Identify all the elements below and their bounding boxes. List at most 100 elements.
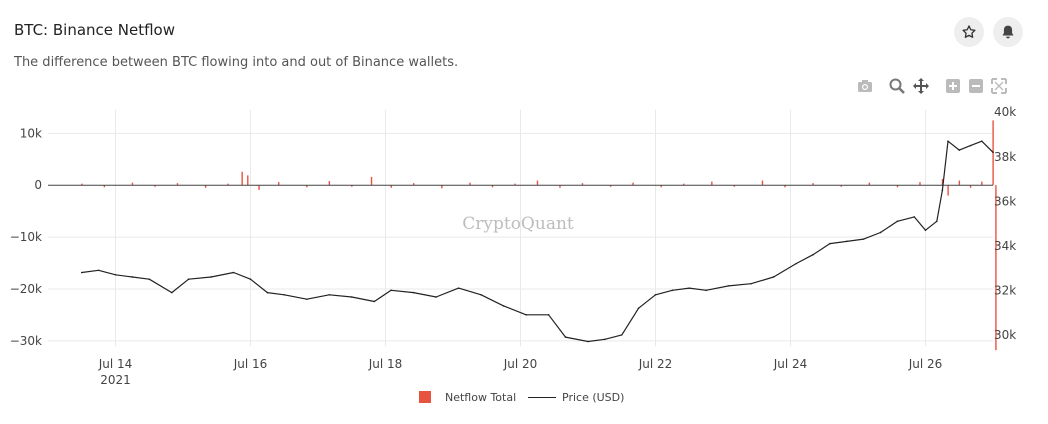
price-point xyxy=(862,238,865,240)
netflow-bar xyxy=(154,185,156,187)
price-point xyxy=(604,338,606,341)
left-axis-ticks: 10k 0 −10k −20k −30k xyxy=(10,126,42,347)
price-point xyxy=(727,285,730,287)
netflow-bar xyxy=(711,181,713,186)
price-point xyxy=(412,291,415,294)
netflow-bar xyxy=(81,183,83,186)
netflow-bar xyxy=(469,182,471,186)
price-point xyxy=(941,189,944,191)
zoom-in-button[interactable] xyxy=(944,77,962,95)
price-point xyxy=(232,271,235,274)
right-tick-label: 30k xyxy=(994,328,1016,342)
netflow-bar xyxy=(278,182,280,186)
netflow-bar xyxy=(660,185,662,188)
x-tick-label: Jul 14 xyxy=(98,357,133,371)
left-tick-label: 10k xyxy=(20,126,42,140)
netflow-bars xyxy=(81,120,997,351)
netflow-bar xyxy=(609,185,612,187)
legend-price-usd[interactable]: Price (USD) xyxy=(528,387,624,407)
pan-icon xyxy=(913,78,929,94)
netflow-bar xyxy=(176,183,179,186)
legend-netflow-total[interactable]: Netflow Total xyxy=(419,387,516,407)
download-plot-button[interactable] xyxy=(856,77,874,95)
netflow-bar xyxy=(413,183,415,186)
price-point xyxy=(705,289,707,292)
price-point xyxy=(97,269,100,272)
netflow-bar xyxy=(258,185,260,190)
price-point xyxy=(249,278,252,281)
price-point xyxy=(992,151,994,154)
price-point xyxy=(350,296,353,298)
legend-swatch-netflow xyxy=(419,391,431,403)
camera-icon xyxy=(858,80,872,92)
netflow-bar xyxy=(868,182,871,186)
netflow-bar xyxy=(247,175,249,186)
price-point xyxy=(547,314,550,316)
netflow-bar xyxy=(840,185,842,187)
price-point xyxy=(772,276,775,278)
alert-button[interactable] xyxy=(993,17,1023,47)
netflow-bar xyxy=(351,185,353,187)
netflow-bar xyxy=(241,171,243,186)
price-point xyxy=(587,340,589,343)
price-point xyxy=(457,287,460,289)
bell-icon xyxy=(1002,25,1014,39)
netflow-bar xyxy=(683,183,685,186)
x-tick-label: Jul 22 xyxy=(638,357,673,371)
price-point xyxy=(620,334,623,336)
price-point xyxy=(935,220,938,223)
right-tick-label: 38k xyxy=(994,150,1016,164)
price-point xyxy=(328,293,331,296)
chart-subtitle: The difference between BTC flowing into … xyxy=(14,55,459,70)
left-tick-label: −30k xyxy=(10,334,42,348)
autoscale-button[interactable] xyxy=(990,77,1008,95)
netflow-bar xyxy=(981,181,983,186)
x-tick-label: Jul 18 xyxy=(368,357,403,371)
netflow-bar xyxy=(632,182,634,186)
netflow-bar xyxy=(812,183,814,186)
price-point xyxy=(913,216,916,218)
price-point xyxy=(170,291,173,294)
netflow-bar xyxy=(941,178,944,186)
price-point xyxy=(187,278,190,281)
price-point xyxy=(525,314,527,316)
price-point xyxy=(924,229,927,232)
netflow-bar xyxy=(733,185,736,187)
x-tick-label: Jul 16 xyxy=(233,357,268,371)
right-tick-label: 34k xyxy=(994,239,1016,253)
price-point xyxy=(114,273,117,276)
price-point xyxy=(148,278,151,281)
price-point xyxy=(502,305,505,307)
netflow-bar xyxy=(919,182,921,186)
price-point xyxy=(305,298,308,301)
zoom-button[interactable] xyxy=(888,77,906,95)
netflow-bar xyxy=(103,185,106,188)
price-point xyxy=(654,293,657,296)
netflow-bar xyxy=(491,185,494,188)
netflow-bar xyxy=(559,185,561,188)
pan-button[interactable] xyxy=(912,77,930,95)
x-tick-sublabel: 2021 xyxy=(100,373,131,387)
price-point xyxy=(812,253,814,256)
price-point xyxy=(958,149,961,151)
right-tick-label: 40k xyxy=(994,105,1016,119)
price-point xyxy=(210,276,212,278)
autoscale-icon xyxy=(991,78,1007,94)
price-point xyxy=(283,293,286,296)
right-tick-label: 36k xyxy=(994,194,1016,208)
netflow-bar xyxy=(947,185,949,196)
price-point xyxy=(795,262,797,265)
price-point xyxy=(373,300,376,303)
netflow-bar xyxy=(227,183,229,186)
netflow-bar xyxy=(370,176,373,186)
netflow-bar xyxy=(306,185,308,188)
price-point xyxy=(80,271,83,274)
price-point xyxy=(564,336,567,338)
legend-swatch-price xyxy=(528,396,556,398)
zoom-out-icon xyxy=(969,79,983,93)
zoom-in-icon xyxy=(946,79,960,93)
x-tick-label: Jul 20 xyxy=(503,357,538,371)
favorite-button[interactable] xyxy=(954,17,984,47)
netflow-bar xyxy=(328,181,331,186)
zoom-out-button[interactable] xyxy=(967,77,985,95)
